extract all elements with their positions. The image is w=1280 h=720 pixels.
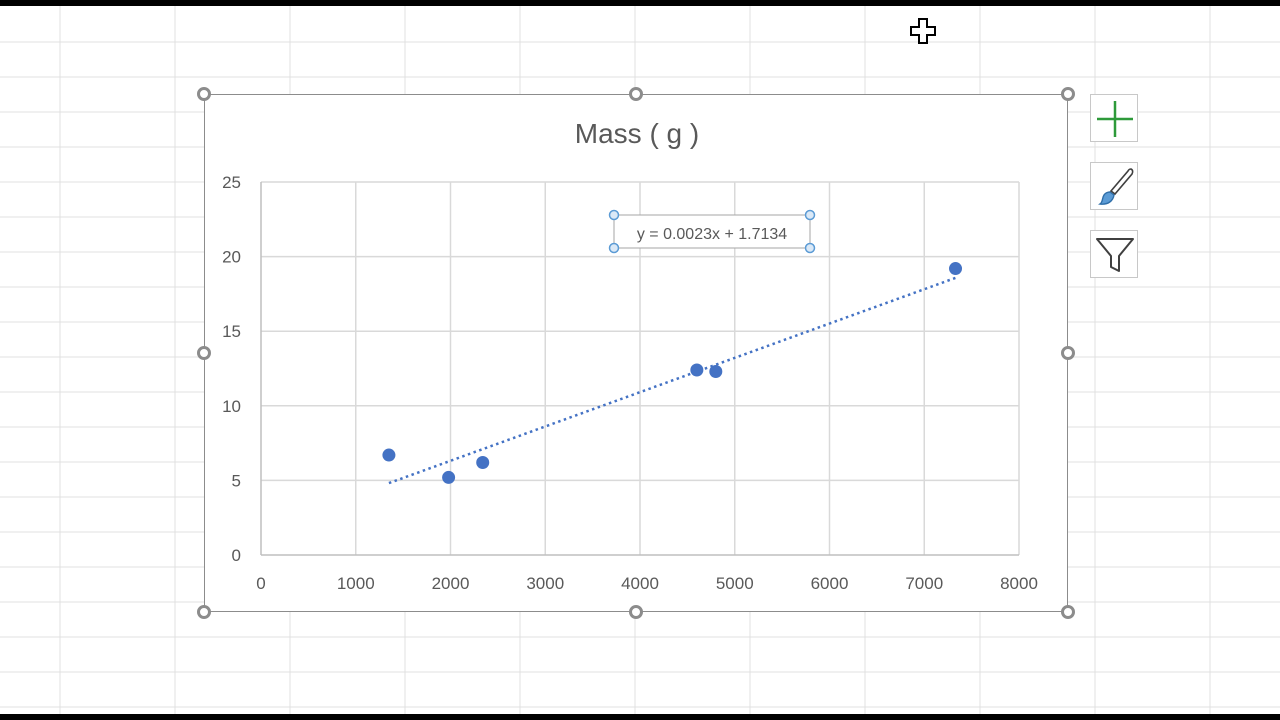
top-letterbox	[0, 0, 1280, 6]
gridlines	[260, 181, 1020, 556]
chart-elements-button[interactable]	[1090, 94, 1138, 142]
chart-area[interactable]: Mass ( g ) 0 1000 2000 3000 4000 5000 6000 7000…	[204, 94, 1068, 612]
data-point[interactable]	[690, 363, 704, 377]
x-tick-label: 6000	[811, 574, 849, 593]
chart-styles-button[interactable]	[1090, 162, 1138, 210]
x-tick-label: 4000	[621, 574, 659, 593]
trendline[interactable]	[388, 276, 956, 485]
x-tick-label: 0	[256, 574, 265, 593]
y-tick-label: 5	[232, 471, 241, 490]
y-tick-label: 0	[232, 546, 241, 565]
resize-handle-top-center[interactable]	[629, 87, 643, 101]
trendline-equation: y = 0.0023x + 1.7134	[637, 226, 787, 243]
scatter-chart: Mass ( g ) 0 1000 2000 3000 4000 5000 6000 7000…	[222, 118, 1038, 593]
x-tick-label: 1000	[337, 574, 375, 593]
x-tick-label: 7000	[905, 574, 943, 593]
chart-filters-button[interactable]	[1090, 230, 1138, 278]
y-axis-tick-labels: 0 5 10 15 20 25	[222, 173, 241, 565]
data-points	[382, 262, 963, 484]
resize-handle-bottom-right[interactable]	[1061, 605, 1075, 619]
resize-handle-middle-right[interactable]	[1061, 346, 1075, 360]
data-point[interactable]	[476, 455, 490, 469]
y-tick-label: 20	[222, 248, 241, 267]
x-axis-tick-labels: 0 1000 2000 3000 4000 5000 6000 7000 8000	[256, 574, 1038, 593]
x-tick-label: 5000	[716, 574, 754, 593]
label-selection-handle[interactable]	[608, 209, 620, 221]
funnel-icon	[1096, 238, 1134, 272]
label-selection-handle[interactable]	[804, 209, 816, 221]
bottom-letterbox	[0, 714, 1280, 720]
move-cursor-icon	[907, 16, 939, 53]
data-point[interactable]	[949, 262, 963, 276]
paintbrush-icon	[1098, 168, 1134, 205]
data-point[interactable]	[382, 448, 396, 462]
label-selection-handle[interactable]	[608, 242, 620, 254]
y-tick-label: 10	[222, 397, 241, 416]
resize-handle-bottom-left[interactable]	[197, 605, 211, 619]
x-tick-label: 2000	[432, 574, 470, 593]
x-tick-label: 8000	[1000, 574, 1038, 593]
resize-handle-top-right[interactable]	[1061, 87, 1075, 101]
resize-handle-middle-left[interactable]	[197, 346, 211, 360]
plus-icon	[1097, 101, 1133, 137]
data-point[interactable]	[709, 364, 723, 378]
equation-label-box	[613, 214, 811, 249]
label-selection-handle[interactable]	[804, 242, 816, 254]
chart-title[interactable]: Mass ( g )	[575, 118, 699, 149]
y-tick-label: 25	[222, 173, 241, 192]
x-tick-label: 3000	[526, 574, 564, 593]
trendline-equation-label[interactable]: y = 0.0023x + 1.7134	[608, 209, 816, 254]
resize-handle-top-left[interactable]	[197, 87, 211, 101]
y-tick-label: 15	[222, 322, 241, 341]
resize-handle-bottom-center[interactable]	[629, 605, 643, 619]
data-point[interactable]	[442, 470, 456, 484]
